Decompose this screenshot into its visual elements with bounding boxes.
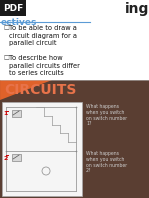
Bar	[2, 102, 82, 196]
Text: To be able to draw a
circuit diagram for a
parallel circuit: To be able to draw a circuit diagram for…	[9, 25, 77, 46]
Text: 1: 1	[3, 110, 7, 115]
Text: ing: ing	[125, 2, 149, 16]
Bar	[0, 0, 26, 16]
Bar	[0, 80, 149, 100]
Text: PDF: PDF	[3, 4, 23, 12]
Bar	[12, 154, 21, 161]
Text: □: □	[3, 55, 9, 60]
Bar	[12, 110, 21, 117]
Text: □: □	[3, 25, 9, 30]
Text: What happens
when you switch
on switch number
1?: What happens when you switch on switch n…	[86, 104, 127, 126]
Text: To describe how
parallel circuits differ
to series circuits: To describe how parallel circuits differ…	[9, 55, 80, 76]
Text: What happens
when you switch
on switch number
2?: What happens when you switch on switch n…	[86, 151, 127, 173]
Text: 2: 2	[3, 155, 7, 161]
Bar	[0, 100, 149, 198]
Text: ectives: ectives	[1, 18, 37, 27]
Polygon shape	[0, 80, 52, 100]
Text: CIRCUITS: CIRCUITS	[4, 83, 76, 97]
